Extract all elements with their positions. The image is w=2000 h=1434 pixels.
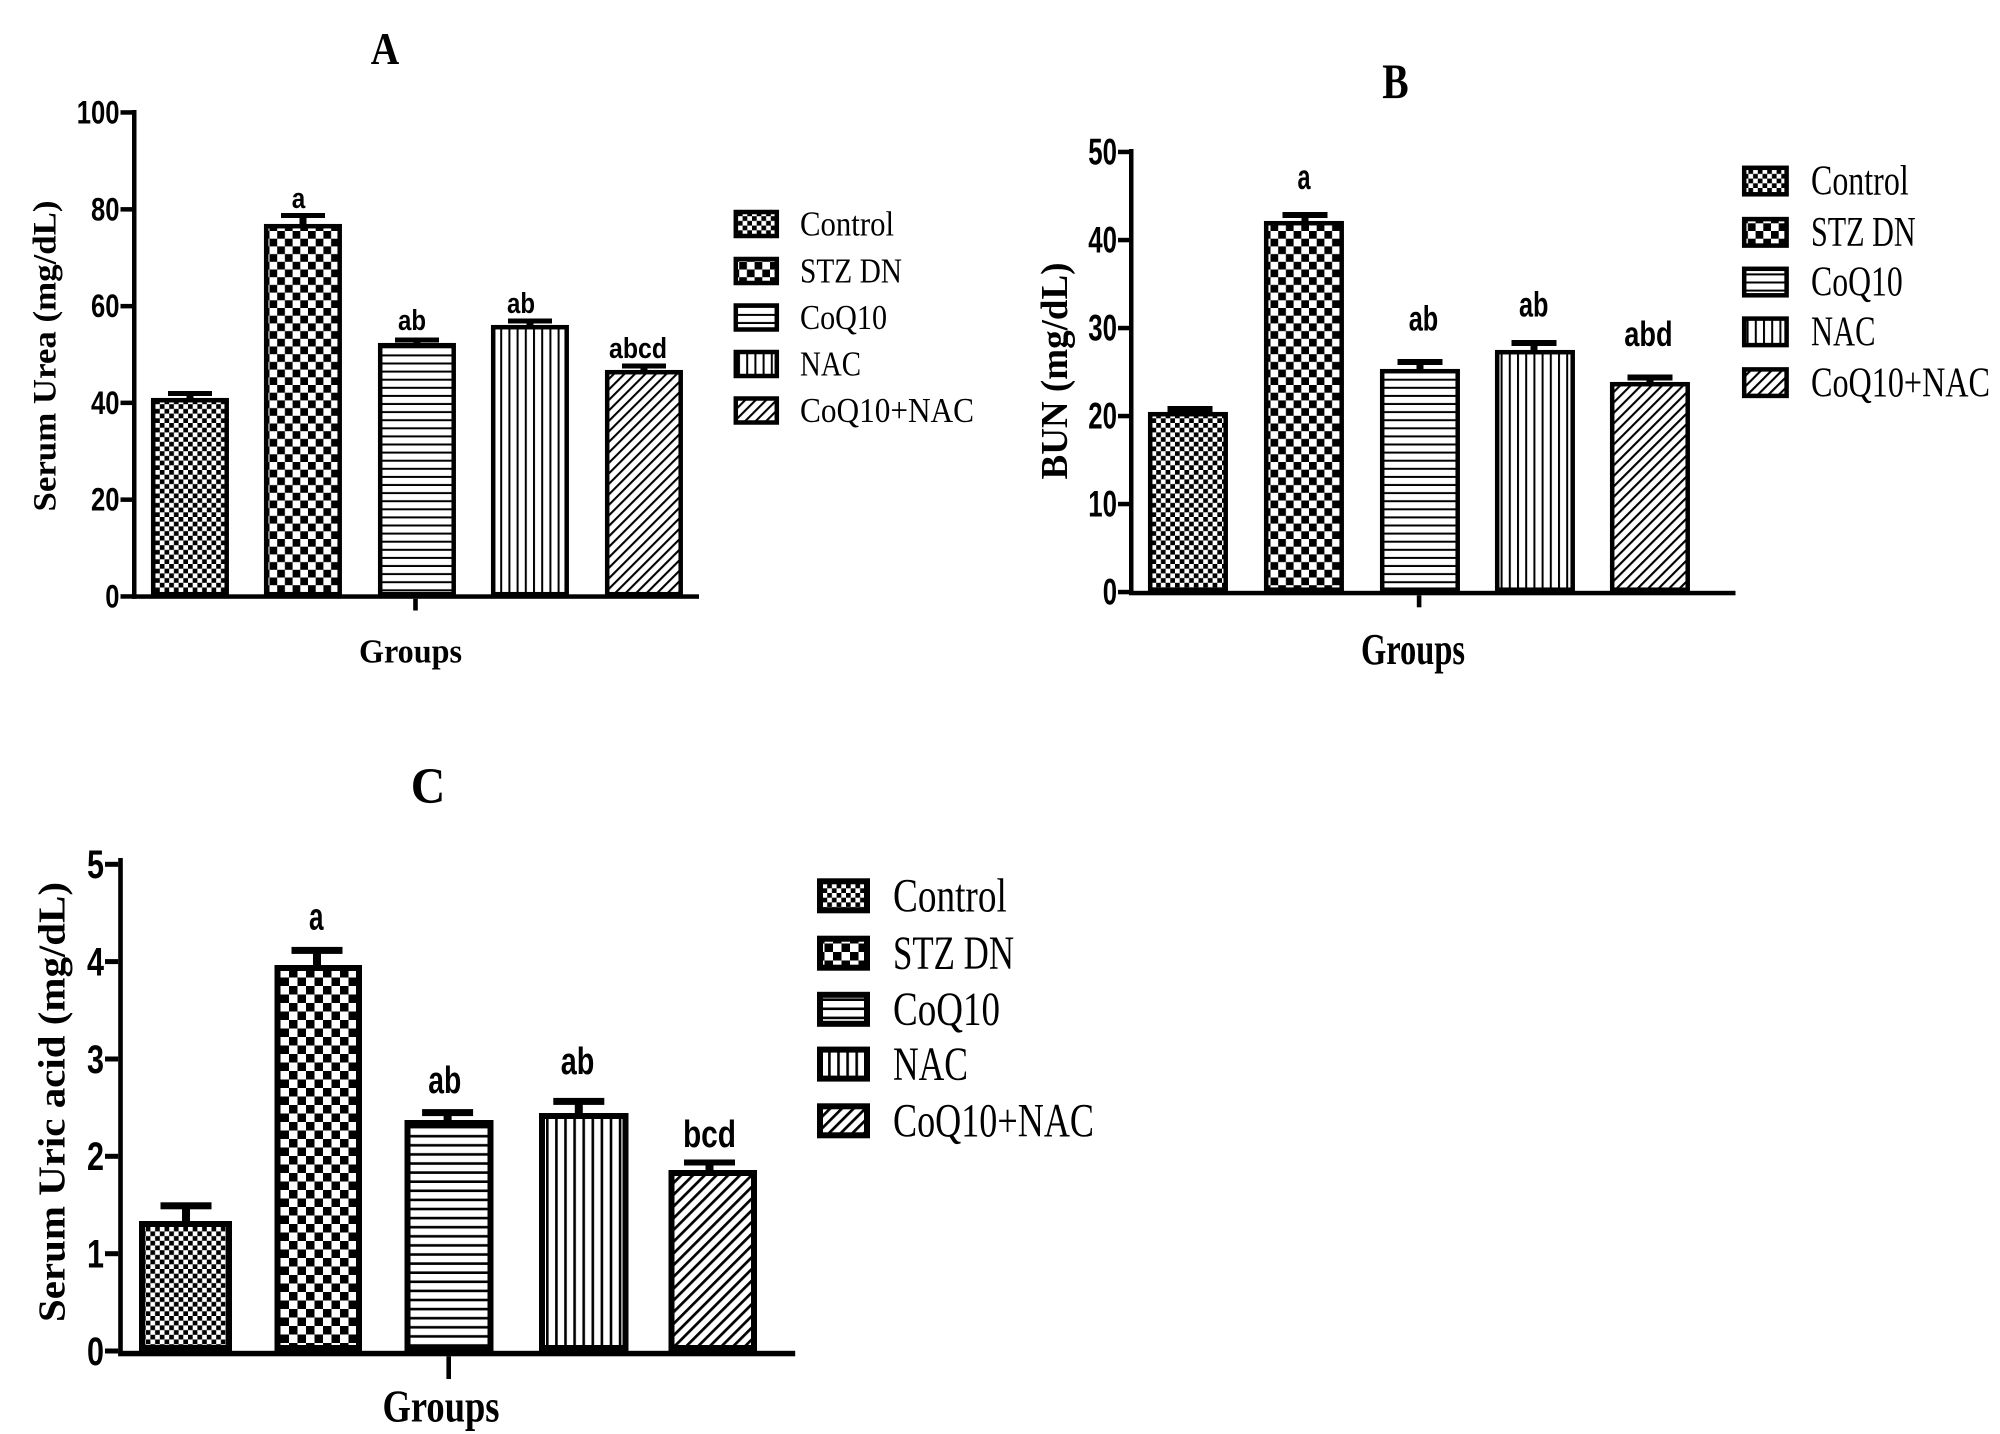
- svg-text:abd: abd: [1624, 315, 1672, 354]
- svg-text:3: 3: [87, 1038, 104, 1082]
- svg-text:CoQ10: CoQ10: [1811, 260, 1903, 306]
- svg-text:C: C: [411, 759, 446, 815]
- svg-text:ab: ab: [507, 288, 535, 320]
- svg-text:Groups: Groups: [359, 634, 462, 671]
- svg-text:NAC: NAC: [893, 1038, 968, 1091]
- svg-text:ab: ab: [398, 305, 426, 337]
- svg-text:abcd: abcd: [609, 333, 667, 365]
- svg-text:Groups: Groups: [1361, 625, 1465, 674]
- svg-text:2: 2: [87, 1135, 104, 1179]
- svg-text:NAC: NAC: [1811, 310, 1876, 356]
- svg-text:20: 20: [91, 482, 120, 518]
- svg-text:Control: Control: [800, 204, 894, 243]
- svg-text:CoQ10+NAC: CoQ10+NAC: [1811, 360, 1990, 406]
- svg-text:30: 30: [1088, 308, 1117, 349]
- svg-text:ab: ab: [428, 1060, 461, 1102]
- svg-text:40: 40: [91, 385, 120, 421]
- svg-text:a: a: [309, 897, 324, 939]
- svg-text:BUN (mg/dL): BUN (mg/dL): [1034, 263, 1076, 480]
- svg-text:4: 4: [87, 940, 105, 984]
- svg-text:CoQ10+NAC: CoQ10+NAC: [800, 391, 974, 430]
- svg-text:1: 1: [87, 1233, 104, 1277]
- svg-text:A: A: [371, 23, 400, 74]
- svg-text:40: 40: [1088, 220, 1117, 261]
- svg-text:0: 0: [1103, 572, 1117, 613]
- svg-text:CoQ10+NAC: CoQ10+NAC: [893, 1095, 1094, 1148]
- svg-text:ab: ab: [1519, 285, 1549, 324]
- svg-text:60: 60: [91, 288, 120, 324]
- svg-text:a: a: [292, 183, 306, 215]
- svg-text:NAC: NAC: [800, 344, 861, 383]
- svg-text:Groups: Groups: [383, 1380, 500, 1431]
- svg-text:ab: ab: [1409, 300, 1439, 339]
- svg-text:10: 10: [1088, 484, 1117, 525]
- svg-text:STZ DN: STZ DN: [800, 251, 902, 290]
- svg-text:ab: ab: [561, 1041, 595, 1083]
- svg-text:a: a: [1298, 158, 1311, 197]
- svg-text:0: 0: [105, 579, 119, 615]
- svg-text:bcd: bcd: [683, 1114, 736, 1156]
- svg-text:100: 100: [77, 95, 120, 131]
- svg-text:80: 80: [91, 191, 120, 227]
- svg-text:CoQ10: CoQ10: [893, 983, 1000, 1036]
- svg-text:Control: Control: [1811, 159, 1909, 205]
- svg-text:Control: Control: [893, 870, 1007, 923]
- svg-text:Serum Uric acid (mg/dL): Serum Uric acid (mg/dL): [32, 882, 74, 1322]
- svg-text:STZ DN: STZ DN: [1811, 210, 1916, 256]
- svg-text:0: 0: [87, 1330, 104, 1374]
- svg-text:STZ DN: STZ DN: [893, 927, 1014, 980]
- svg-text:5: 5: [87, 843, 104, 887]
- svg-text:CoQ10: CoQ10: [800, 298, 887, 337]
- svg-text:B: B: [1382, 53, 1408, 109]
- svg-text:20: 20: [1088, 396, 1117, 437]
- svg-text:Serum Urea (mg/dL): Serum Urea (mg/dL): [28, 201, 64, 512]
- svg-text:50: 50: [1088, 132, 1117, 173]
